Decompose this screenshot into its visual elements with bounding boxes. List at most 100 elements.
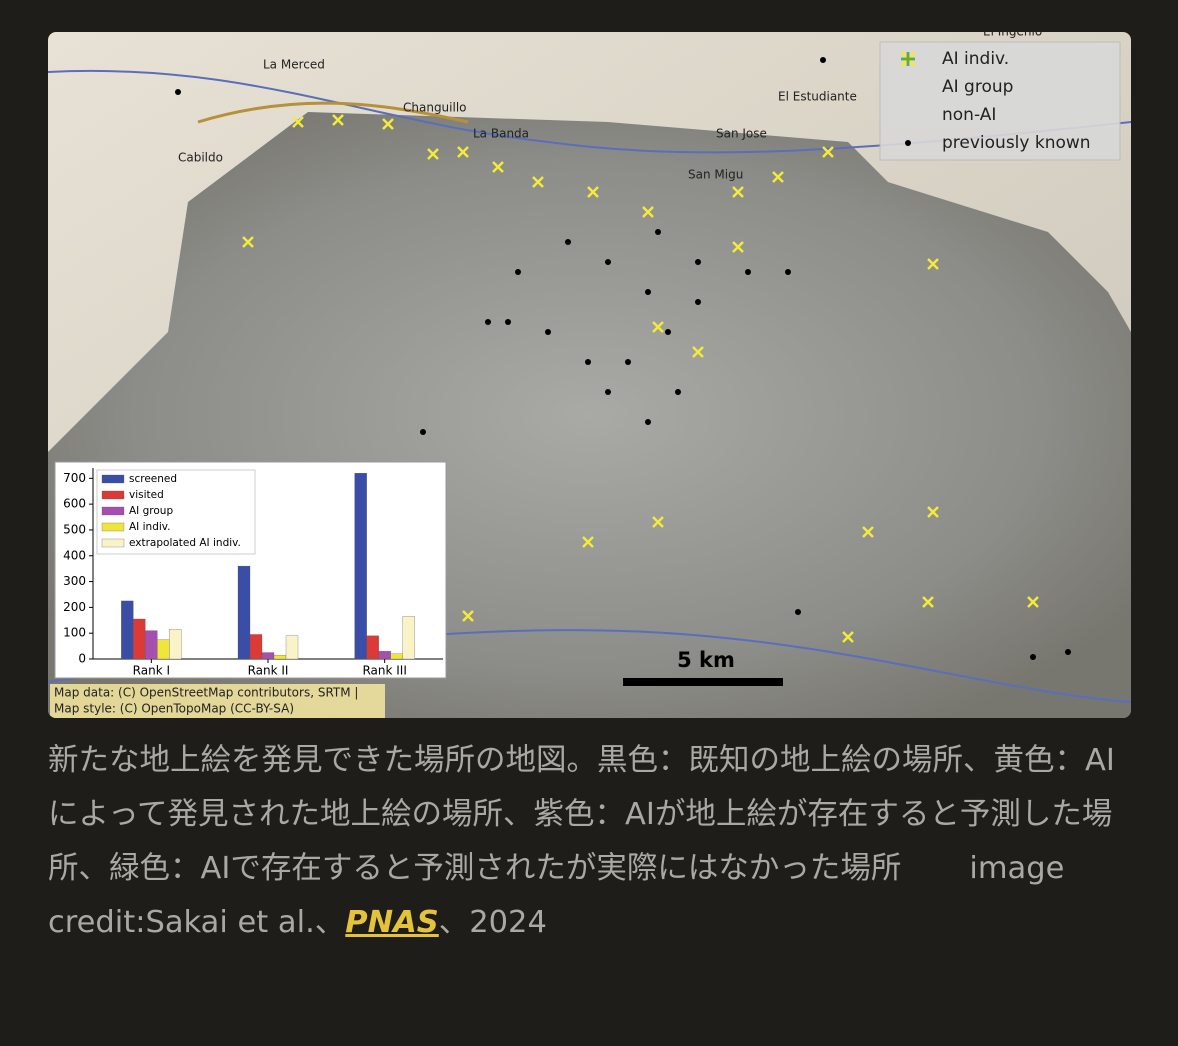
site-marker [927, 506, 939, 518]
legend-box [879, 41, 1121, 161]
known-site [665, 329, 671, 335]
inset-chart: 0 100 200 300 400 500 600 700 Rank I Rank II Rank … [54, 461, 447, 679]
known-site [420, 429, 426, 435]
known-site [505, 319, 511, 325]
y-tick-label: 300 [63, 574, 86, 588]
known-site [515, 269, 521, 275]
attribution: Map data: (C) OpenStreetMap contributors… [54, 686, 358, 700]
bar [157, 639, 170, 660]
known-site [820, 57, 826, 63]
y-tick-label: 700 [63, 471, 86, 485]
scale-label: 5 km [677, 648, 735, 672]
legend-label: AI indiv. [129, 521, 171, 533]
site-marker [1027, 596, 1039, 608]
place-name: Changuillo [403, 101, 467, 115]
bar [249, 634, 263, 660]
site-marker [842, 631, 854, 643]
map-legend: AI indiv. AI group non-AI previously known [879, 41, 1121, 161]
site-marker [652, 516, 664, 528]
figure: La Merced Changuillo Cabildo La Banda San Jo… [48, 32, 1131, 718]
y-tick-label: 500 [63, 522, 86, 536]
y-tick-label: 600 [63, 497, 86, 511]
attribution-box [50, 684, 385, 718]
site-marker [732, 241, 744, 253]
legend-label: previously known [942, 133, 1091, 153]
legend-symbol [905, 140, 911, 146]
place-name: El Ingenio [983, 32, 1042, 39]
bar [273, 654, 287, 660]
source-link[interactable]: PNAS [345, 905, 439, 940]
legend-label: non-AI [942, 105, 996, 125]
y-tick-label: 400 [63, 548, 86, 562]
known-site [645, 289, 651, 295]
site-marker [457, 146, 469, 158]
place-name: El Estudiante [778, 90, 857, 104]
known-site [655, 229, 661, 235]
legend-label: AI indiv. [942, 49, 1009, 69]
site-marker [652, 321, 664, 333]
known-site [565, 239, 571, 245]
site-marker [922, 596, 934, 608]
caption: 新たな地上絵を発見できた場所の地図。黒色：既知の地上絵の場所、黄色：AIによって… [48, 734, 1138, 950]
legend-symbol [901, 52, 915, 66]
site-marker [382, 118, 394, 130]
legend-swatch [101, 538, 125, 548]
bar [133, 618, 146, 660]
place-name: Cabildo [178, 151, 223, 165]
known-site [1065, 649, 1071, 655]
site-marker [242, 236, 254, 248]
road [197, 101, 469, 124]
bar [378, 651, 391, 660]
bar [237, 565, 251, 660]
legend-label: visited [129, 489, 164, 501]
site-marker [292, 116, 304, 128]
known-site [545, 329, 551, 335]
known-site [795, 609, 801, 615]
site-marker [862, 526, 874, 538]
known-site [785, 269, 791, 275]
y-tick-label: 100 [63, 626, 86, 640]
bar [261, 652, 275, 660]
site-marker [732, 186, 744, 198]
known-site [745, 269, 751, 275]
x-tick-label: Rank I [133, 664, 170, 678]
site-marker [582, 536, 594, 548]
known-site [605, 259, 611, 265]
bar [390, 653, 403, 660]
place-name: San Jose [716, 127, 767, 141]
known-site [605, 389, 611, 395]
known-site [695, 299, 701, 305]
bar [354, 473, 367, 660]
site-marker [427, 148, 439, 160]
site-marker [642, 206, 654, 218]
place-name: San Migu [688, 168, 743, 182]
known-site [625, 359, 631, 365]
place-name: La Merced [263, 58, 325, 72]
site-marker [332, 114, 344, 126]
site-marker [532, 176, 544, 188]
known-site [485, 319, 491, 325]
site-marker [492, 161, 504, 173]
site-marker [927, 258, 939, 270]
bar [366, 635, 379, 660]
image-credit: image credit:Sakai et al.、 [48, 851, 1065, 940]
legend-label: extrapolated AI indiv. [129, 537, 241, 549]
caption-year: 、2024 [438, 905, 547, 940]
bar [169, 629, 182, 660]
legend-swatch [101, 474, 125, 484]
known-site [695, 259, 701, 265]
site-marker [822, 146, 834, 158]
legend-label: screened [129, 473, 177, 485]
x-tick-label: Rank III [362, 664, 406, 678]
site-marker [462, 610, 474, 622]
known-site [1030, 654, 1036, 660]
known-site [675, 389, 681, 395]
place-name: La Banda [473, 127, 529, 141]
map: La Merced Changuillo Cabildo La Banda San Jo… [48, 32, 1131, 718]
attribution: Map style: (C) OpenTopoMap (CC-BY-SA) [54, 702, 294, 716]
known-site [645, 419, 651, 425]
legend-label: AI group [129, 505, 173, 517]
caption-text: 新たな地上絵を発見できた場所の地図。黒色：既知の地上絵の場所、黄色：AIによって… [48, 743, 1115, 886]
legend-swatch [101, 522, 125, 532]
